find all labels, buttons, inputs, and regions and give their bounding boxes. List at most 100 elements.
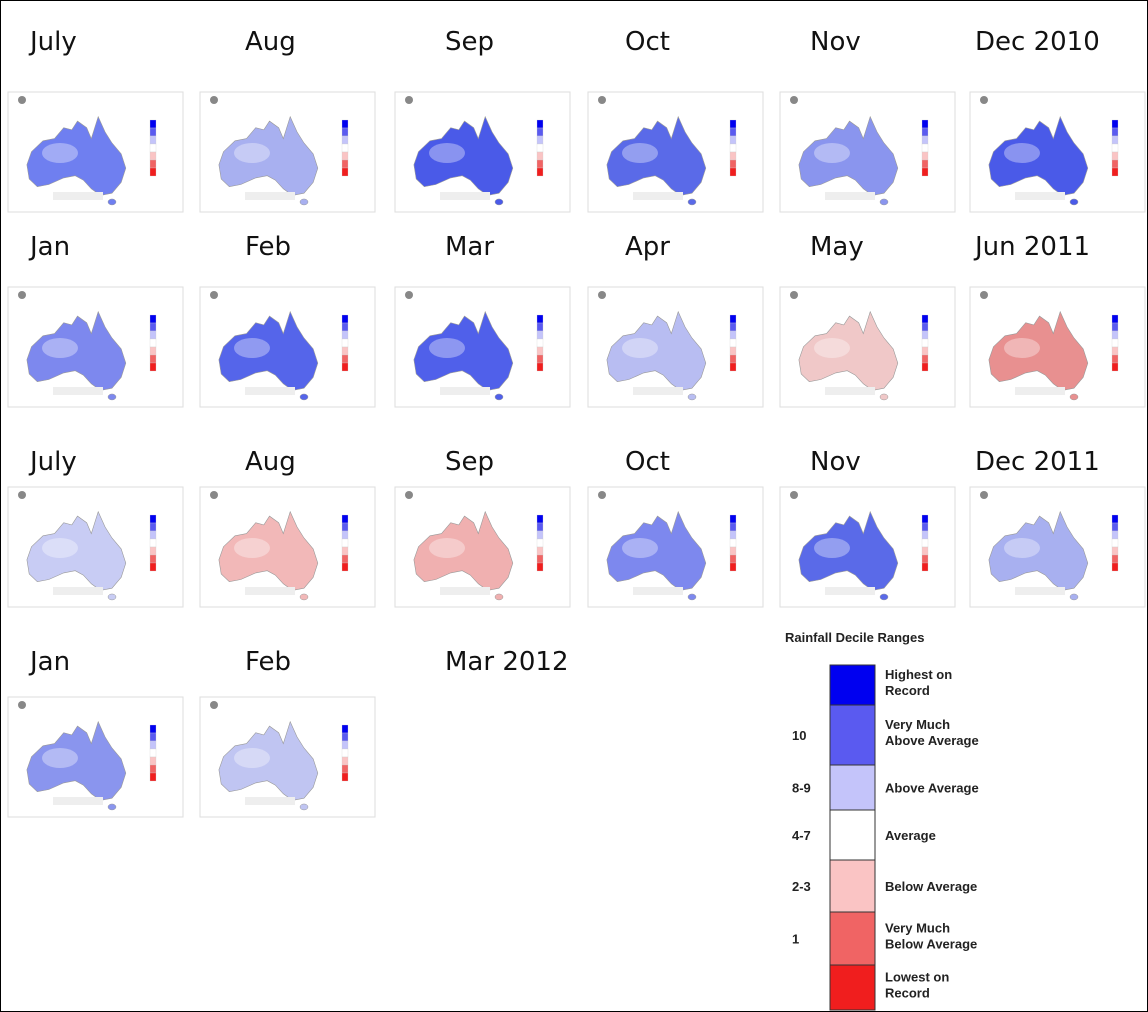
mini-legend xyxy=(922,531,928,539)
month-label: Sep xyxy=(445,27,494,57)
logo xyxy=(598,491,606,499)
mini-legend xyxy=(342,168,348,176)
legend-swatch xyxy=(830,705,875,765)
mini-legend xyxy=(730,331,736,339)
logo xyxy=(405,491,413,499)
mini-legend xyxy=(1112,539,1118,547)
mini-legend xyxy=(150,152,156,160)
mini-legend xyxy=(342,749,348,757)
mini-legend xyxy=(537,144,543,152)
mini-legend xyxy=(537,315,543,323)
caption xyxy=(245,192,295,200)
logo xyxy=(598,96,606,104)
caption xyxy=(53,192,103,200)
mini-legend xyxy=(922,168,928,176)
map-patch xyxy=(814,338,850,358)
legend-title: Rainfall Decile Ranges xyxy=(785,630,924,645)
mini-legend xyxy=(730,168,736,176)
mini-legend xyxy=(922,347,928,355)
map-patch xyxy=(622,338,658,358)
mini-legend xyxy=(730,315,736,323)
mini-legend xyxy=(922,331,928,339)
mini-legend xyxy=(537,136,543,144)
mini-legend xyxy=(922,136,928,144)
logo xyxy=(210,291,218,299)
mini-legend xyxy=(150,315,156,323)
tasmania xyxy=(1070,394,1078,400)
mini-legend xyxy=(537,160,543,168)
logo xyxy=(405,96,413,104)
legend-swatch xyxy=(830,665,875,705)
rainfall-map xyxy=(8,487,183,607)
mini-legend xyxy=(730,136,736,144)
month-label: Aug xyxy=(245,27,296,57)
tasmania xyxy=(880,594,888,600)
mini-legend xyxy=(342,355,348,363)
mini-legend xyxy=(342,363,348,371)
mini-legend xyxy=(150,563,156,571)
mini-legend xyxy=(730,339,736,347)
month-label: July xyxy=(28,447,77,477)
map-patch xyxy=(1004,143,1040,163)
rainfall-map xyxy=(395,487,570,607)
mini-legend xyxy=(150,339,156,347)
logo xyxy=(18,491,26,499)
mini-legend xyxy=(922,339,928,347)
mini-legend xyxy=(1112,547,1118,555)
mini-legend xyxy=(537,339,543,347)
map-patch xyxy=(42,538,78,558)
rainfall-map xyxy=(588,287,763,407)
mini-legend xyxy=(537,128,543,136)
mini-legend xyxy=(537,523,543,531)
logo xyxy=(18,96,26,104)
logo xyxy=(18,701,26,709)
mini-legend xyxy=(922,563,928,571)
rainfall-map xyxy=(200,92,375,212)
decile: 2-3 xyxy=(792,879,811,894)
logo xyxy=(790,96,798,104)
mini-legend xyxy=(922,523,928,531)
mini-legend xyxy=(150,523,156,531)
mini-legend xyxy=(150,547,156,555)
caption xyxy=(1015,587,1065,595)
logo xyxy=(210,491,218,499)
mini-legend xyxy=(342,515,348,523)
mini-legend xyxy=(342,531,348,539)
caption xyxy=(440,192,490,200)
rainfall-map xyxy=(970,487,1145,607)
caption xyxy=(825,387,875,395)
mini-legend xyxy=(150,136,156,144)
logo xyxy=(980,491,988,499)
mini-legend xyxy=(1112,152,1118,160)
mini-legend xyxy=(150,773,156,781)
mini-legend xyxy=(150,144,156,152)
caption xyxy=(440,387,490,395)
caption xyxy=(245,797,295,805)
month-label: Mar 2012 xyxy=(445,647,569,677)
mini-legend xyxy=(537,323,543,331)
mini-legend xyxy=(730,355,736,363)
mini-legend xyxy=(537,555,543,563)
map-patch xyxy=(234,338,270,358)
caption xyxy=(633,587,683,595)
caption xyxy=(633,387,683,395)
mini-legend xyxy=(922,315,928,323)
rainfall-map xyxy=(970,287,1145,407)
mini-legend xyxy=(342,539,348,547)
month-label: Oct xyxy=(625,27,670,57)
mini-legend xyxy=(922,120,928,128)
rainfall-map xyxy=(588,487,763,607)
mini-legend xyxy=(922,547,928,555)
logo xyxy=(790,491,798,499)
tasmania xyxy=(108,199,116,205)
caption xyxy=(53,387,103,395)
mini-legend xyxy=(730,363,736,371)
tasmania xyxy=(108,394,116,400)
map-patch xyxy=(234,143,270,163)
tasmania xyxy=(688,199,696,205)
mini-legend xyxy=(342,733,348,741)
mini-legend xyxy=(922,355,928,363)
mini-legend xyxy=(1112,144,1118,152)
map-patch xyxy=(429,143,465,163)
map-patch xyxy=(234,538,270,558)
